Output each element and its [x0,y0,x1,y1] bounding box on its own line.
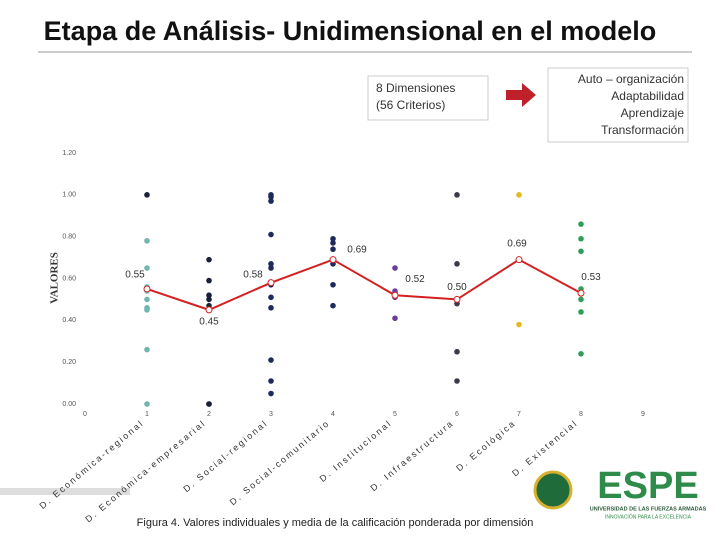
point [330,246,336,253]
x-tick-label: 2 [207,411,211,418]
point [330,240,336,246]
point [206,296,212,303]
logo-emblem [533,470,573,510]
category-label: D. Existencial [510,418,580,479]
point [144,192,150,198]
logo-line: INNOVACIÓN PARA LA EXCELENCIA [605,513,692,520]
mean-point [577,289,585,297]
mean-point [391,291,399,299]
point [206,292,212,299]
mean-point [267,279,275,287]
box-right-text: Transformación [601,123,684,137]
point [392,315,398,322]
logo-name: ESPE [597,465,698,507]
logo-line: UNIVERSIDAD DE LAS FUERZAS ARMADAS [590,506,707,512]
category-label: D. Económica-empresarial [83,418,207,525]
point [144,346,150,353]
point [144,307,150,313]
point [268,261,274,267]
point [268,357,274,363]
mean-point [205,306,213,314]
point [578,296,584,303]
point [144,401,150,407]
x-tick-label: 7 [517,411,521,418]
caption: Figura 4. Valores individuales y media d… [137,517,534,529]
mean-point [453,295,461,303]
x-tick-label: 3 [269,411,273,418]
mean-line [146,258,582,311]
point [206,277,212,284]
box-right-text: Aprendizaje [621,106,685,120]
mean-label: 0.69 [507,238,527,249]
y-tick-label: 1.00 [62,192,76,199]
mean-label: 0.58 [243,269,263,280]
point [330,235,336,242]
point [392,265,398,271]
mean-label: 0.52 [405,274,425,285]
point [578,235,584,242]
point [144,265,150,271]
y-axis-label: VALORES [49,252,61,304]
category-label: D. Social-comunitario [228,418,332,508]
point [268,378,274,384]
box-right-text: Adaptabilidad [611,89,684,103]
box-right-text: Auto – organización [578,72,684,86]
point [144,238,150,244]
mean-label: 0.55 [125,270,145,281]
x-tick-label: 4 [331,411,335,418]
point [330,302,336,309]
point [578,351,584,357]
point [578,248,584,255]
x-tick-label: 0 [83,411,87,418]
y-tick-label: 0.40 [62,317,76,324]
point [268,198,274,204]
mean-label: 0.69 [347,244,367,255]
point [516,192,522,198]
y-tick-label: 0.20 [62,359,76,366]
y-tick-label: 1.20 [62,150,76,157]
y-tick-label: 0.00 [62,401,76,408]
point [578,309,584,315]
category-label: D. Económica-regional [37,418,145,511]
footer-bar [0,488,130,495]
category-label: D. Ecológica [454,418,518,474]
point [268,194,274,200]
mean-label: 0.45 [199,317,219,328]
box-left [367,75,489,121]
point [206,401,212,407]
point [454,378,460,384]
x-tick-label: 9 [641,411,645,418]
x-tick-label: 6 [455,411,459,418]
point [516,321,522,328]
point [578,221,584,227]
mean-point [143,285,151,293]
mean-point [515,256,523,264]
x-tick-label: 8 [579,411,583,418]
x-tick-label: 5 [393,411,397,418]
point [268,294,274,301]
point [268,265,274,271]
slide-title: Etapa de Análisis- Unidimensional en el … [44,16,657,46]
point [454,261,460,267]
point [454,348,460,355]
y-tick-label: 0.60 [62,275,76,282]
mean-label: 0.53 [581,272,601,283]
box-right [547,67,689,143]
point [144,296,150,303]
y-tick-label: 0.80 [62,234,76,241]
arrow [506,83,536,107]
box-left-text: (56 Criterios) [376,98,445,112]
point [330,281,336,288]
point [206,256,212,263]
mean-label: 0.50 [447,282,467,293]
point [268,231,274,238]
point [268,304,274,311]
point [454,192,460,198]
box-left-text: 8 Dimensiones [376,81,455,95]
mean-point [329,256,337,264]
point [268,390,274,397]
x-tick-label: 1 [145,411,149,418]
